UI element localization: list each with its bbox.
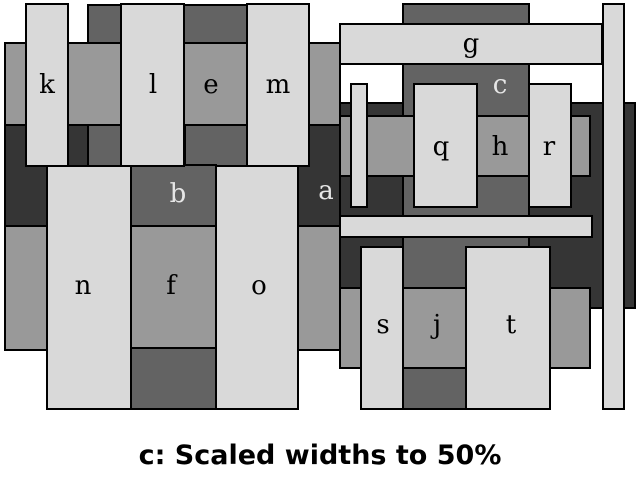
label-s: s <box>376 310 389 340</box>
box-m <box>246 3 310 167</box>
box-s <box>360 246 404 410</box>
box-unlabeled <box>602 3 625 410</box>
box-unlabeled <box>339 215 593 238</box>
box-n <box>46 165 132 410</box>
label-e: e <box>203 70 218 100</box>
box-o <box>215 165 299 410</box>
box-l <box>120 3 185 167</box>
label-m: m <box>266 70 291 100</box>
label-q: q <box>433 132 450 162</box>
box-k <box>25 3 69 167</box>
label-c: c <box>493 70 508 100</box>
box-g <box>339 23 603 65</box>
box-unlabeled <box>402 366 467 410</box>
label-a: a <box>318 176 334 206</box>
box-unlabeled <box>67 42 122 126</box>
label-j: j <box>430 310 441 340</box>
label-r: r <box>543 132 556 162</box>
box-unlabeled <box>350 83 368 208</box>
label-t: t <box>506 310 517 340</box>
label-n: n <box>75 271 92 301</box>
box-q <box>413 83 478 208</box>
box-t <box>465 246 551 410</box>
box-unlabeled <box>130 347 217 410</box>
figure-caption: c: Scaled widths to 50% <box>138 440 502 471</box>
box-r <box>528 83 572 208</box>
box-h <box>476 115 531 177</box>
box-e <box>183 42 248 126</box>
label-h: h <box>492 132 509 162</box>
label-l: l <box>149 70 157 100</box>
label-k: k <box>39 70 55 100</box>
label-f: f <box>166 271 178 301</box>
label-g: g <box>463 29 480 59</box>
box-unlabeled <box>184 124 249 168</box>
label-o: o <box>251 271 267 301</box>
label-b: b <box>170 179 187 209</box>
